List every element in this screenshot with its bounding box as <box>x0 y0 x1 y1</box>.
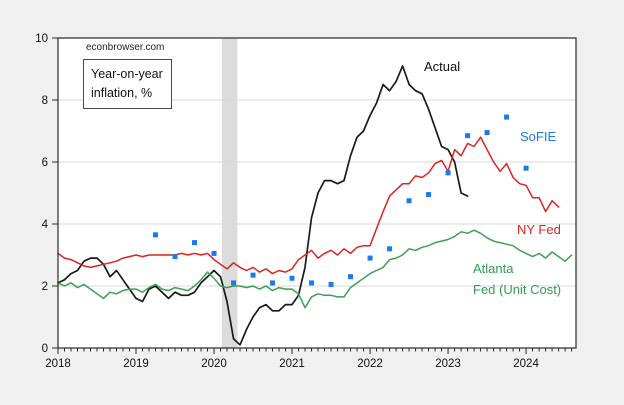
sofie-point <box>406 198 412 204</box>
sofie-point <box>289 275 295 281</box>
econbrowser-watermark: econbrowser.com <box>86 42 165 53</box>
series-line-actual <box>57 65 469 346</box>
sofie-point <box>192 240 198 246</box>
sofie-point <box>270 280 276 286</box>
atlanta-series-label-line2: Fed (Unit Cost) <box>473 282 562 297</box>
x-tick-label: 2020 <box>201 358 227 370</box>
y-tick-label: 6 <box>42 157 48 169</box>
series-line-ny-fed <box>57 136 560 275</box>
sofie-point <box>250 272 256 278</box>
sofie-point <box>172 254 178 260</box>
sofie-point <box>348 274 354 280</box>
nyfed-series-label: NY Fed <box>517 222 561 237</box>
x-tick-label: 2022 <box>357 358 383 370</box>
sofie-point <box>465 133 471 139</box>
recession-band <box>221 38 238 348</box>
sofie-point <box>484 130 490 136</box>
y-tick-label: 10 <box>35 33 48 45</box>
series-line-atlanta-fed-unit-cost- <box>57 229 573 309</box>
y-tick-label: 4 <box>42 219 49 231</box>
sofie-point <box>504 114 510 120</box>
sofie-point <box>328 281 334 287</box>
actual-series-label: Actual <box>424 59 461 74</box>
chart-note-box: Year-on-year inflation, % <box>83 59 172 109</box>
sofie-point <box>309 280 315 286</box>
plot-frame <box>57 37 577 349</box>
sofie-point <box>231 280 237 286</box>
y-tick-label: 0 <box>42 343 48 355</box>
x-tick-label: 2024 <box>513 358 539 370</box>
y-tick-label: 8 <box>42 95 48 107</box>
y-tick-label: 2 <box>42 281 48 293</box>
atlanta-series-label-line1: Atlanta <box>473 261 514 276</box>
x-tick-label: 2019 <box>123 358 149 370</box>
x-tick-label: 2021 <box>279 358 305 370</box>
x-tick-label: 2018 <box>45 358 71 370</box>
sofie-point <box>387 246 393 252</box>
sofie-point <box>211 250 217 256</box>
sofie-point <box>523 165 529 171</box>
note-line-1: Year-on-year <box>91 67 163 81</box>
note-line-2: inflation, % <box>91 86 153 101</box>
sofie-point <box>367 255 373 261</box>
sofie-point <box>445 170 451 176</box>
x-tick-label: 2023 <box>435 358 461 370</box>
sofie-point <box>426 192 432 198</box>
sofie-series-label: SoFIE <box>520 129 557 144</box>
sofie-point <box>153 232 159 238</box>
